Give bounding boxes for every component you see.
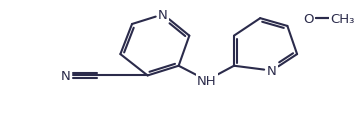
Text: CH₃: CH₃ <box>330 13 355 25</box>
Text: N: N <box>267 65 277 77</box>
Text: NH: NH <box>197 74 217 87</box>
Text: N: N <box>158 9 168 22</box>
Text: N: N <box>61 69 71 82</box>
Text: O: O <box>303 13 314 25</box>
